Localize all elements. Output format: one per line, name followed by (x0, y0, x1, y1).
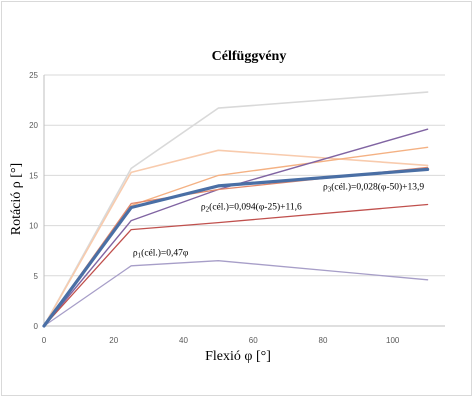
x-tick-labels: 0 20 40 60 80 100 (42, 336, 400, 345)
annotation-1: ρ3(cél.)=0,028(φ-50)+13,9 (323, 181, 424, 193)
y-tick-labels: 0 5 10 15 20 25 (29, 71, 38, 331)
axes (43, 75, 445, 327)
y-tick-label-4: 20 (29, 121, 38, 130)
series-line-3 (43, 128, 429, 327)
series-line-4 (43, 203, 429, 327)
series-lines (42, 91, 430, 328)
y-tick-label-1: 5 (34, 272, 39, 281)
series-line-0 (43, 91, 429, 327)
y-tick-label-0: 0 (34, 322, 39, 331)
x-tick-label-4: 80 (319, 336, 328, 345)
x-tick-label-2: 40 (179, 336, 188, 345)
y-tick-label-3: 15 (29, 171, 38, 180)
y-tick-label-5: 25 (29, 71, 38, 80)
annotations: ρ3(cél.)=0,028(φ-50)+13,9 ρ2(cél.)=0,094(… (133, 181, 425, 259)
x-tick-label-1: 20 (109, 336, 118, 345)
y-axis-label: Rotáció ρ [°] (9, 163, 24, 235)
annotation-2: ρ2(cél.)=0,094(φ-25)+11,6 (201, 202, 302, 214)
series-line-1 (43, 149, 429, 327)
series-line-7 (42, 167, 430, 328)
x-tick-label-5: 100 (386, 336, 400, 345)
x-tick-label-0: 0 (42, 336, 47, 345)
x-tick-label-3: 60 (249, 336, 258, 345)
chart-title: Célfüggvény (212, 49, 287, 64)
y-tick-label-2: 10 (29, 222, 38, 231)
series-line-5 (43, 260, 429, 327)
annotation-3: ρ1(cél.)=0,47φ (133, 248, 189, 260)
x-axis-label: Flexió φ [°] (205, 349, 271, 364)
